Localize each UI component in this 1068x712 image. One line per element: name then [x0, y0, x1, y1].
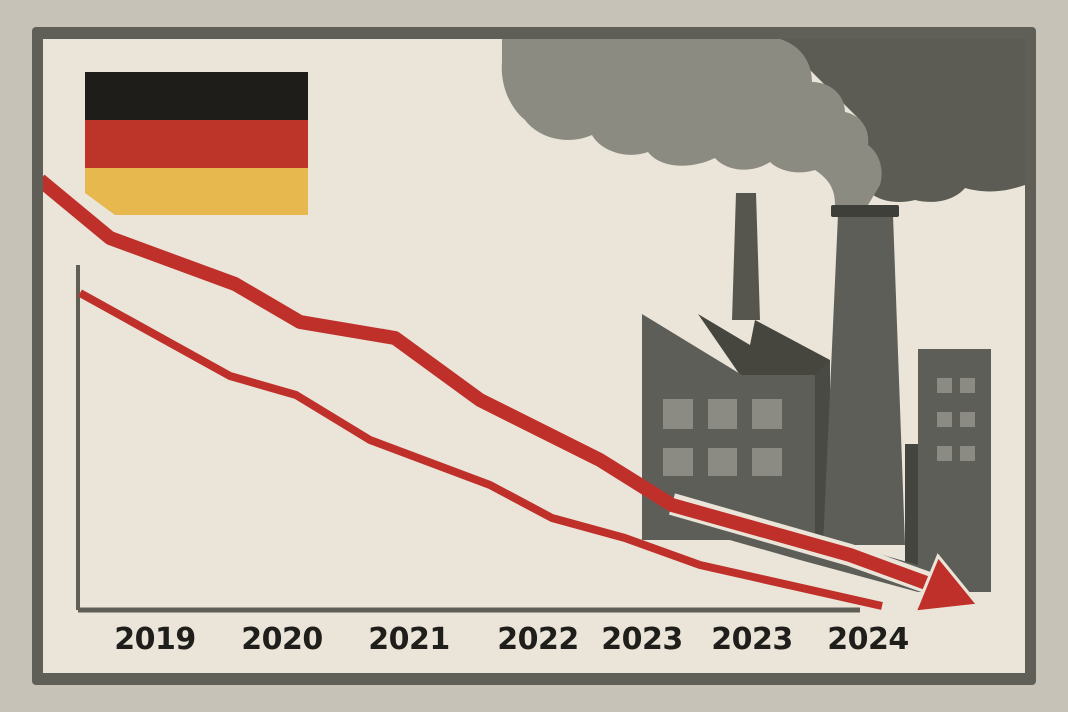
arrow-head-icon — [912, 553, 981, 614]
germany-flag-icon — [85, 72, 308, 215]
smoke-cloud-icon — [501, 39, 1025, 205]
x-label-2019: 2019 — [114, 622, 196, 657]
x-label-2022: 2022 — [497, 622, 579, 657]
x-label-2024: 2024 — [827, 622, 909, 657]
trend-line-upper — [43, 174, 943, 595]
factory-icon — [642, 193, 991, 592]
trend-line-lower — [78, 289, 883, 610]
x-label-2023b: 2023 — [711, 622, 793, 657]
x-label-2020: 2020 — [241, 622, 323, 657]
x-label-2023a: 2023 — [601, 622, 683, 657]
x-label-2021: 2021 — [368, 622, 450, 657]
x-axis-labels: 2019 2020 2021 2022 2023 2023 2024 — [0, 622, 1068, 662]
